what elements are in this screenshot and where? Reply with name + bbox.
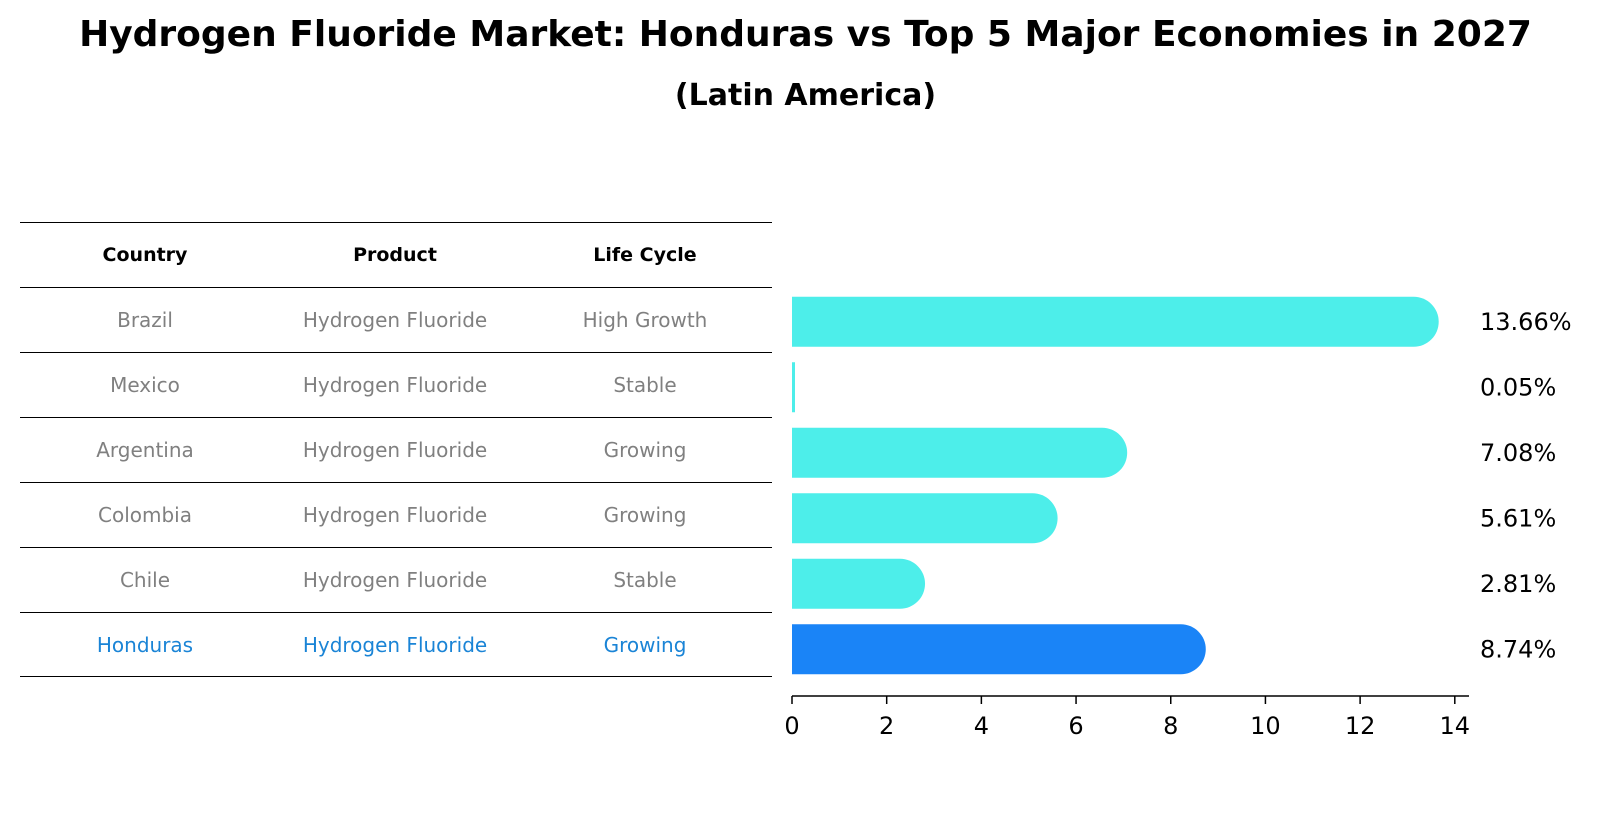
table-row: Brazil Hydrogen Fluoride High Growth bbox=[20, 287, 772, 352]
country-cell: Mexico bbox=[110, 373, 180, 397]
x-tick-label: 8 bbox=[1163, 712, 1178, 740]
value-label-honduras: 8.74% bbox=[1480, 635, 1556, 663]
table-row: Mexico Hydrogen Fluoride Stable bbox=[20, 352, 772, 417]
country-cell: Brazil bbox=[117, 308, 173, 332]
header-product: Product bbox=[353, 244, 437, 266]
x-tick-label: 10 bbox=[1250, 712, 1281, 740]
product-cell: Hydrogen Fluoride bbox=[302, 308, 488, 332]
product-cell: Hydrogen Fluoride bbox=[302, 632, 488, 657]
product-cell: Hydrogen Fluoride bbox=[302, 568, 488, 592]
x-tick-label: 14 bbox=[1440, 712, 1471, 740]
chart-title: Hydrogen Fluoride Market: Honduras vs To… bbox=[79, 14, 1532, 55]
product-cell: Hydrogen Fluoride bbox=[302, 373, 488, 397]
value-label-brazil: 13.66% bbox=[1480, 308, 1572, 336]
x-tick-label: 4 bbox=[974, 712, 989, 740]
bar-brazil bbox=[792, 296, 1439, 347]
table-row: Colombia Hydrogen Fluoride Growing bbox=[20, 482, 772, 547]
bar-colombia bbox=[792, 493, 1058, 544]
value-label-mexico: 0.05% bbox=[1480, 373, 1556, 401]
country-cell: Honduras bbox=[96, 632, 194, 657]
bar-honduras bbox=[792, 624, 1206, 675]
life-cycle-cell: Stable bbox=[613, 568, 677, 592]
table-row: Argentina Hydrogen Fluoride Growing bbox=[20, 417, 772, 482]
life-cycle-cell: Growing bbox=[603, 632, 687, 657]
life-cycle-cell: Growing bbox=[603, 503, 687, 527]
value-label-colombia: 5.61% bbox=[1480, 504, 1556, 532]
country-cell: Chile bbox=[119, 568, 171, 592]
x-tick-label: 6 bbox=[1068, 712, 1083, 740]
life-cycle-cell: Growing bbox=[603, 438, 687, 462]
life-cycle-cell: Stable bbox=[613, 373, 677, 397]
life-cycle-cell: High Growth bbox=[582, 308, 708, 332]
header-life-cycle: Life Cycle bbox=[593, 244, 697, 266]
country-cell: Argentina bbox=[96, 438, 194, 462]
table-row: Chile Hydrogen Fluoride Stable bbox=[20, 547, 772, 612]
value-label-argentina: 7.08% bbox=[1480, 439, 1556, 467]
table-header-row: Country Product Life Cycle bbox=[20, 222, 772, 287]
product-cell: Hydrogen Fluoride bbox=[302, 438, 488, 462]
bar-argentina bbox=[792, 427, 1128, 478]
x-tick-label: 0 bbox=[784, 712, 799, 740]
x-tick-label: 12 bbox=[1345, 712, 1376, 740]
x-tick-label: 2 bbox=[879, 712, 894, 740]
value-label-chile: 2.81% bbox=[1480, 570, 1556, 598]
header-country: Country bbox=[102, 244, 188, 266]
country-cell: Colombia bbox=[98, 503, 192, 527]
bar-chile bbox=[792, 558, 926, 609]
product-cell: Hydrogen Fluoride bbox=[302, 503, 488, 527]
bar-mexico bbox=[792, 362, 795, 413]
chart-subtitle: (Latin America) bbox=[674, 78, 937, 113]
country-table: Country Product Life Cycle Brazil Hydrog… bbox=[20, 222, 772, 677]
table-row-highlighted: Honduras Hydrogen Fluoride Growing bbox=[20, 612, 772, 677]
